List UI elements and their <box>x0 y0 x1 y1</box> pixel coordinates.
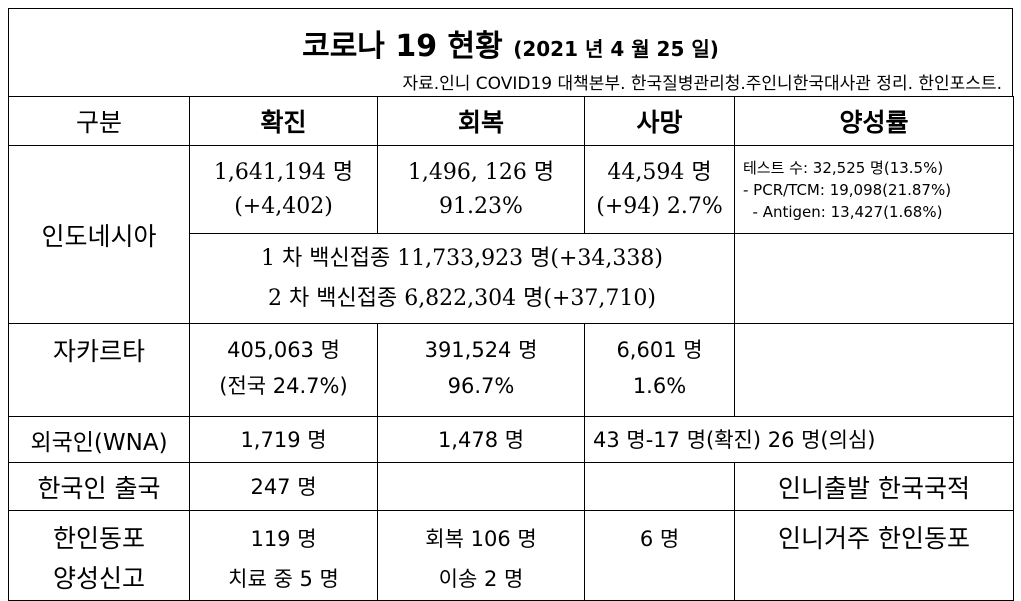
positivity-pcr: - PCR/TCM: 19,098(21.87%) <box>743 180 952 199</box>
title-box: 코로나 19 현황 (2021 년 4 월 25 일) 자료.인니 COVID1… <box>8 8 1013 97</box>
jakarta-recovered: 391,524 명 96.7% <box>377 323 585 417</box>
jakarta-deaths: 6,601 명 1.6% <box>584 323 735 417</box>
source-note: 자료.인니 COVID19 대책본부. 한국질병관리청.주인니한국대사관 정리.… <box>402 74 1002 94</box>
table-row-korean-departure: 한국인 출국 247 명 인니출발 한국국적 <box>8 462 1014 511</box>
table-row-foreigners: 외국인(WNA) 1,719 명 1,478 명 43 명-17 명(확진) 2… <box>8 416 1014 463</box>
indonesia-recovered-rate: 91.23% <box>439 193 523 219</box>
page-title: 코로나 19 현황 (2021 년 4 월 25 일) <box>9 21 1012 65</box>
indonesia-confirmed-change: (+4,402) <box>234 193 333 219</box>
indonesia-confirmed-count: 1,641,194 명 <box>213 159 354 185</box>
row-label-indonesia: 인도네시아 <box>8 145 190 324</box>
indonesia-deaths-rate: (+94) 2.7% <box>596 193 723 219</box>
korean-residents-label-2: 양성신고 <box>52 564 145 593</box>
row-label-korean-residents: 한인동포 양성신고 <box>8 510 190 601</box>
foreigners-recovered: 1,478 명 <box>377 416 585 463</box>
korean-residents-deaths: 6 명 <box>584 510 735 601</box>
foreigners-confirmed: 1,719 명 <box>189 416 378 463</box>
vaccine-empty-cell <box>734 233 1014 324</box>
korean-residents-confirmed: 119 명 치료 중 5 명 <box>189 510 378 601</box>
table-row-indonesia: 인도네시아 1,641,194 명 (+4,402) 1,496, 126 명 … <box>8 145 1014 324</box>
indonesia-positivity: 테스트 수: 32,525 명(13.5%) - PCR/TCM: 19,098… <box>734 145 1014 234</box>
indonesia-recovered: 1,496, 126 명 91.23% <box>377 145 585 234</box>
col-recovered: 회복 <box>377 96 585 146</box>
jakarta-deaths-rate: 1.6% <box>632 374 687 398</box>
indonesia-deaths: 44,594 명 (+94) 2.7% <box>584 145 735 234</box>
korean-residents-note: 인니거주 한인동포 <box>734 510 1014 601</box>
jakarta-confirmed-count: 405,063 명 <box>227 338 340 362</box>
covid-status-sheet: 코로나 19 현황 (2021 년 4 월 25 일) 자료.인니 COVID1… <box>8 8 1014 601</box>
foreigners-deaths: 43 명-17 명(확진) 26 명(의심) <box>584 416 1014 463</box>
jakarta-confirmed-share: (전국 24.7%) <box>219 374 348 398</box>
korean-residents-in-treatment: 치료 중 5 명 <box>228 567 339 591</box>
positivity-antigen: - Antigen: 13,427(1.68%) <box>743 202 943 221</box>
indonesia-deaths-count: 44,594 명 <box>607 159 712 185</box>
jakarta-recovered-count: 391,524 명 <box>424 338 538 362</box>
korean-departure-empty-2 <box>584 462 735 511</box>
jakarta-empty-cell <box>734 323 1014 417</box>
korean-residents-transferred: 이송 2 명 <box>438 567 524 591</box>
korean-residents-recovered: 회복 106 명 이송 2 명 <box>377 510 585 601</box>
row-label-foreigners: 외국인(WNA) <box>8 416 190 463</box>
jakarta-confirmed: 405,063 명 (전국 24.7%) <box>189 323 378 417</box>
korean-departure-confirmed: 247 명 <box>189 462 378 511</box>
indonesia-recovered-count: 1,496, 126 명 <box>407 159 555 185</box>
col-category: 구분 <box>8 96 190 146</box>
col-positivity: 양성률 <box>734 96 1014 146</box>
korean-residents-confirmed-count: 119 명 <box>250 527 317 551</box>
title-text: 코로나 19 현황 <box>302 29 503 64</box>
col-confirmed: 확진 <box>189 96 378 146</box>
status-table: 구분 확진 회복 사망 양성률 인도네시아 1,641,194 명 (+4,40… <box>8 96 1014 601</box>
korean-departure-note: 인니출발 한국국적 <box>734 462 1014 511</box>
col-deaths: 사망 <box>584 96 735 146</box>
korean-residents-label-1: 한인동포 <box>52 524 145 553</box>
table-row-jakarta: 자카르타 405,063 명 (전국 24.7%) 391,524 명 96.7… <box>8 323 1014 417</box>
row-label-korean-departure: 한국인 출국 <box>8 462 190 511</box>
vaccine-first-dose: 1 차 백신접종 11,733,923 명(+34,338) <box>261 245 663 271</box>
jakarta-deaths-count: 6,601 명 <box>616 338 703 362</box>
korean-residents-recovered-count: 회복 106 명 <box>425 527 537 551</box>
jakarta-recovered-rate: 96.7% <box>447 374 515 398</box>
vaccine-info: 1 차 백신접종 11,733,923 명(+34,338) 2 차 백신접종 … <box>189 233 735 324</box>
table-row-korean-residents: 한인동포 양성신고 119 명 치료 중 5 명 회복 106 명 이송 2 명… <box>8 510 1014 601</box>
positivity-tests: 테스트 수: 32,525 명(13.5%) <box>743 158 944 177</box>
header-row: 구분 확진 회복 사망 양성률 <box>8 96 1014 146</box>
korean-departure-empty-1 <box>377 462 585 511</box>
row-label-jakarta: 자카르타 <box>8 323 190 417</box>
indonesia-confirmed: 1,641,194 명 (+4,402) <box>189 145 378 234</box>
title-date: (2021 년 4 월 25 일) <box>513 37 719 61</box>
vaccine-second-dose: 2 차 백신접종 6,822,304 명(+37,710) <box>268 285 656 311</box>
